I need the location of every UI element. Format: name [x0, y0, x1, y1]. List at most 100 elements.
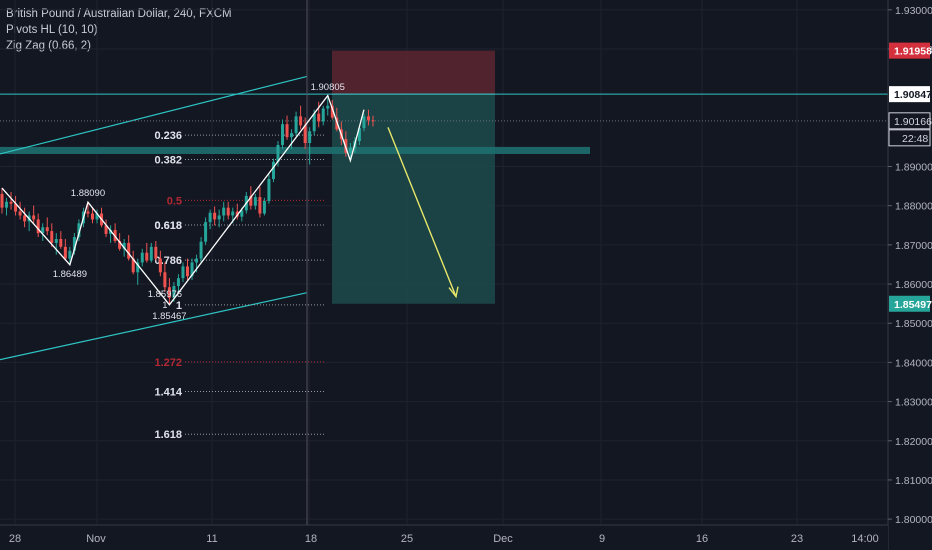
- zigzag-label-4: 1.90805: [311, 82, 345, 93]
- candle-body-81: [366, 116, 370, 121]
- candle-body-28: [127, 242, 131, 259]
- countdown-bg: [888, 129, 931, 147]
- channel-upper-line: [0, 75, 308, 155]
- candle-body-71: [321, 108, 325, 122]
- candle-body-30: [136, 262, 140, 273]
- candle-body-50: [226, 207, 230, 216]
- price-label-2: 1.90166: [894, 116, 932, 128]
- candle-body-13: [59, 238, 63, 247]
- candle-body-35: [158, 258, 162, 273]
- candle-body-48: [217, 215, 221, 220]
- trade-zones: [0, 50, 590, 304]
- price-tick-9: 1.82000: [895, 436, 932, 448]
- time-axis-bg: [0, 525, 888, 550]
- candle-body-29: [131, 258, 135, 273]
- candle-body-11: [50, 231, 54, 243]
- candle-body-67: [303, 125, 307, 144]
- candle-body-57: [258, 197, 262, 214]
- candle-body-80: [362, 116, 366, 129]
- time-tick-4: 25: [401, 533, 413, 545]
- candle-body-34: [154, 246, 158, 259]
- candle-body-53: [240, 210, 244, 217]
- chart-title: British Pound / Australian Dollar, 240, …: [6, 8, 232, 20]
- zigzag-label-1: 1.86489: [53, 269, 87, 280]
- chart-overlay: [387, 127, 459, 299]
- candle-body-65: [294, 116, 298, 134]
- price-tick-2: 1.89000: [895, 162, 932, 174]
- candle-body-63: [285, 124, 289, 138]
- candle-body-72: [326, 105, 330, 109]
- candle-body-60: [271, 161, 275, 180]
- candle-body-20: [90, 213, 94, 220]
- candle-body-40: [181, 266, 185, 279]
- candle-body-14: [63, 246, 67, 259]
- candle-body-10: [45, 227, 49, 232]
- time-tick-8: 23: [791, 533, 803, 545]
- forecast-arrow-line: [387, 127, 457, 297]
- price-label-bg-2: [888, 112, 931, 130]
- time-tick-5: Dec: [493, 533, 513, 545]
- candle-body-47: [213, 212, 217, 220]
- candle-body-0: [0, 193, 4, 208]
- price-label-bg-3: [889, 295, 930, 312]
- channel-lines: [0, 0, 888, 525]
- candle-body-33: [149, 246, 153, 261]
- fib-origin-marker: 1: [162, 300, 167, 310]
- candle-body-49: [222, 207, 226, 216]
- candle-body-56: [253, 197, 257, 206]
- candle-body-9: [41, 227, 45, 234]
- fibonacci-levels: 0.2360.3820.50.6180.78611.2721.4141.6180…: [154, 130, 325, 441]
- candle-body-70: [317, 113, 321, 122]
- candle-body-79: [357, 128, 361, 142]
- price-tick-10: 1.81000: [895, 475, 932, 487]
- candle-body-5: [23, 215, 27, 222]
- time-tick-2: 11: [206, 533, 217, 545]
- candle-body-44: [199, 241, 203, 259]
- price-tick-3: 1.88000: [895, 201, 932, 213]
- price-tick-7: 1.84000: [895, 357, 932, 369]
- time-tick-6: 9: [599, 533, 605, 545]
- fib-label-0.382: 0.382: [154, 154, 182, 166]
- forecast-arrow-head: [448, 286, 459, 299]
- price-tick-4: 1.87000: [895, 240, 932, 252]
- zigzag-label-3: 1.85467: [152, 311, 186, 322]
- zigzag-path: [1, 94, 365, 306]
- candle-body-26: [118, 240, 122, 249]
- countdown-label: 22:48: [902, 133, 928, 145]
- price-tick-0: 1.93000: [895, 5, 932, 17]
- candle-body-32: [145, 252, 149, 261]
- candle-body-61: [276, 144, 280, 162]
- price-label-0: 1.91958: [894, 46, 932, 58]
- price-tick-11: 1.80000: [895, 514, 932, 526]
- fib-label-overlap: 0.618: [154, 220, 182, 232]
- price-tick-6: 1.85000: [895, 318, 932, 330]
- fib-label-1.272: 1.272: [154, 357, 182, 369]
- time-tick-0: 28: [9, 533, 21, 545]
- candle-body-4: [18, 211, 22, 216]
- indicator-pivots-label: Pivots HL (10, 10): [6, 24, 98, 36]
- price-label-bg-0: [889, 42, 930, 59]
- price-tick-5: 1.86000: [895, 279, 932, 291]
- candle-body-2: [9, 201, 13, 204]
- candle-body-69: [312, 113, 316, 132]
- candle-body-27: [122, 242, 126, 249]
- candle-body-82: [371, 120, 375, 122]
- candle-body-16: [72, 237, 76, 251]
- candle-body-8: [36, 219, 40, 234]
- candle-body-59: [267, 179, 271, 201]
- candle-body-51: [231, 211, 235, 216]
- fib-label-0.786: 0.786: [154, 255, 182, 267]
- price-axis: 1.930001.920001.890001.880001.870001.860…: [887, 0, 932, 550]
- zigzag-label-2: 1.85976: [148, 289, 182, 300]
- price-tick-8: 1.83000: [895, 397, 932, 409]
- zigzag-lines: 1.88090 1.86489 1.85976 1.85467 1.90805 1: [1, 82, 365, 322]
- candle-body-73: [330, 105, 334, 118]
- price-label-3: 1.85497: [894, 299, 932, 311]
- fib-label-1.618: 1.618: [154, 429, 182, 441]
- candle-body-45: [204, 222, 208, 242]
- price-label-1: 1.90847: [894, 89, 932, 101]
- take-profit-zone: [332, 94, 495, 304]
- candle-body-3: [14, 203, 18, 212]
- candle-body-39: [176, 278, 180, 287]
